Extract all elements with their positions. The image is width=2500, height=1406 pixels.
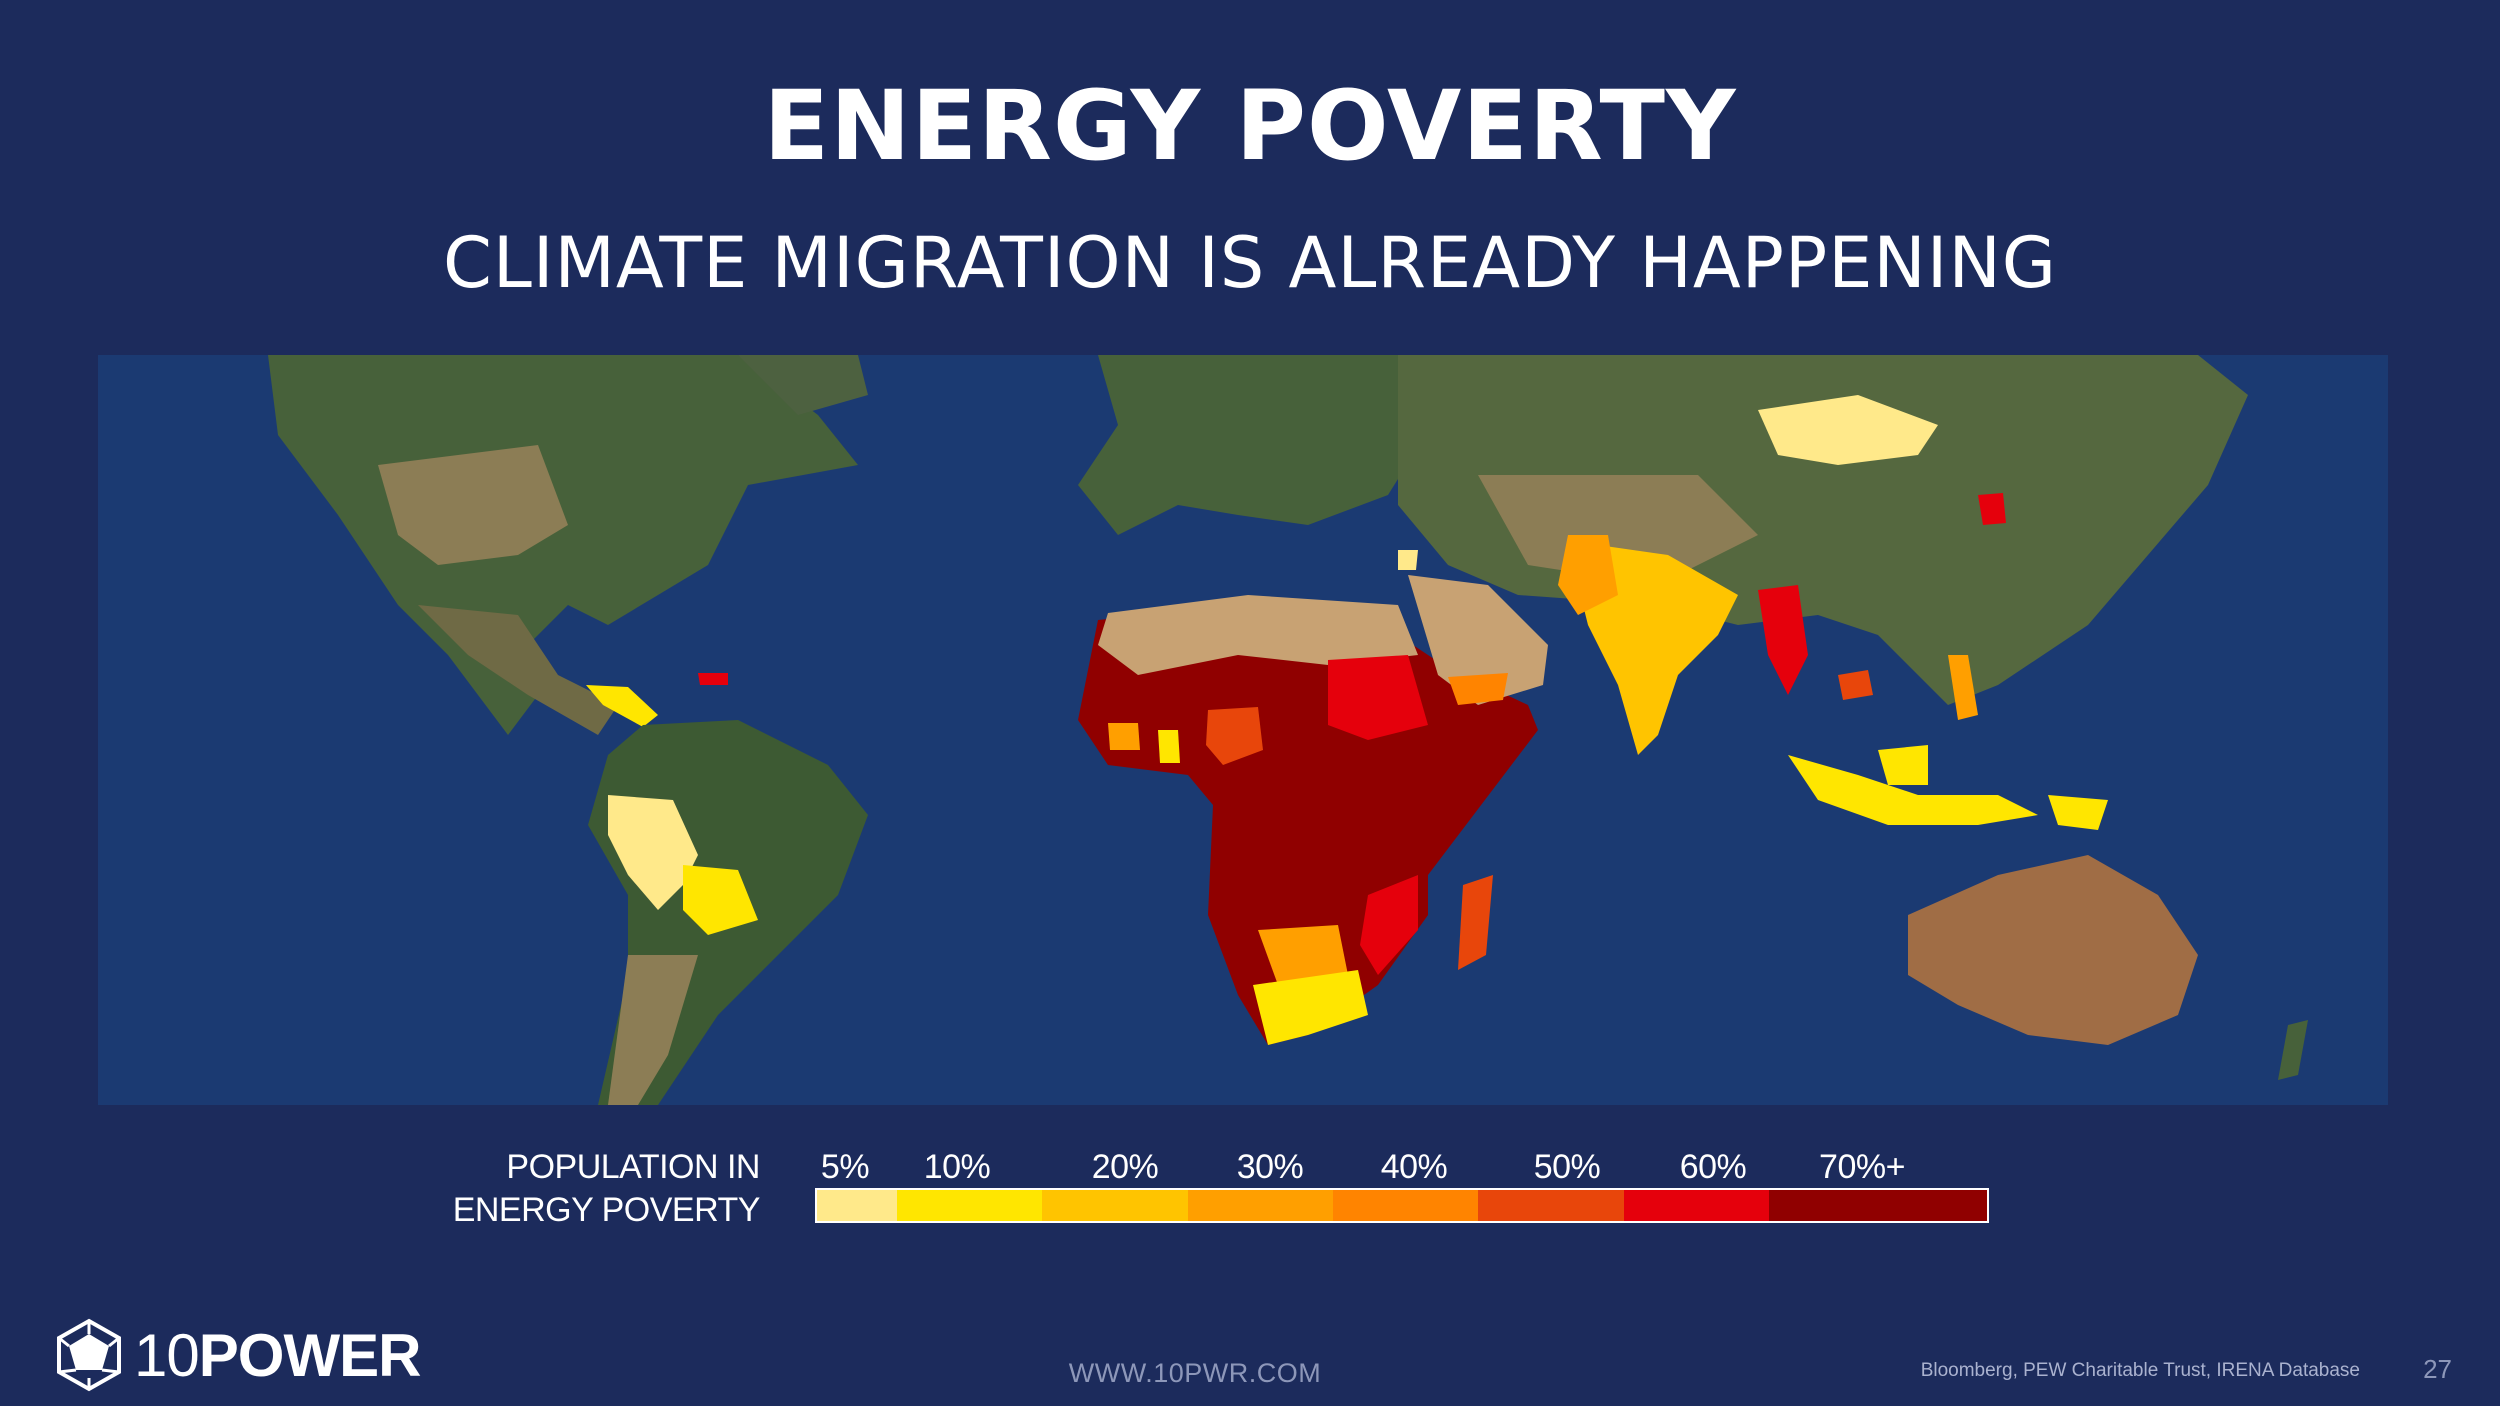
madagascar (1458, 875, 1493, 970)
pakistan (1558, 535, 1618, 615)
legend-title: POPULATION IN ENERGY POVERTY (430, 1146, 761, 1232)
world-map (98, 355, 2388, 1105)
greenland (738, 355, 868, 415)
papua (2048, 795, 2108, 830)
us-desert (378, 445, 568, 565)
company-logo[interactable]: 10POWER (52, 1318, 422, 1392)
legend-swatch-5 (817, 1190, 897, 1221)
north-korea (1978, 493, 2006, 525)
india (1578, 545, 1738, 755)
myanmar (1758, 585, 1808, 695)
peru (608, 795, 698, 910)
borneo (1878, 745, 1928, 785)
legend-label-70-plus: 70%+ (1819, 1148, 1905, 1186)
logo-word: POWER (198, 1321, 422, 1389)
legend-swatch-30 (1187, 1190, 1333, 1221)
legend-swatch-40 (1332, 1190, 1479, 1221)
legend-title-line2: ENERGY POVERTY (452, 1191, 761, 1229)
yemen (1448, 673, 1508, 705)
new-zealand (2278, 1020, 2308, 1080)
ivory-coast (1108, 723, 1140, 750)
slide-title: ENERGY POVERTY (763, 70, 1737, 182)
haiti (698, 673, 728, 685)
logo-wordmark: 10POWER (134, 1321, 422, 1390)
legend-swatch-50 (1478, 1190, 1624, 1221)
legend-swatch-70-plus (1769, 1190, 1988, 1221)
central-america (586, 685, 658, 727)
legend-label-10: 10% (923, 1148, 991, 1186)
ghana (1158, 730, 1180, 763)
legend-swatch-60 (1623, 1190, 1769, 1221)
asia (1398, 355, 2248, 705)
polyhedron-logo-icon (57, 1318, 121, 1392)
mongolia (1758, 395, 1938, 465)
legend-label-20: 20% (1091, 1148, 1159, 1186)
bolivia (683, 865, 758, 935)
legend-color-scale (815, 1188, 1989, 1223)
page-number: 27 (2423, 1354, 2452, 1384)
south-africa (1253, 970, 1368, 1045)
namibia-botswana (1258, 925, 1348, 985)
legend-swatch-20 (1042, 1190, 1188, 1221)
cambodia-laos (1838, 670, 1873, 700)
philippines (1948, 655, 1978, 720)
israel-jordan (1398, 550, 1418, 570)
central-asia-desert (1478, 475, 1758, 585)
north-america (268, 355, 858, 735)
mexico (418, 605, 618, 735)
map-svg (98, 355, 2388, 1105)
slide-subtitle: CLIMATE MIGRATION IS ALREADY HAPPENING (442, 222, 2058, 304)
nigeria (1206, 707, 1263, 765)
website-link[interactable]: WWW.10PWR.COM (1068, 1358, 1322, 1388)
logo-number: 10 (134, 1321, 200, 1389)
legend-labels: 5% 10% 20% 30% 40% 50% 60% 70%+ (0, 1148, 2500, 1188)
legend-title-line1: POPULATION IN (506, 1148, 760, 1186)
sudan (1328, 655, 1428, 740)
arabia (1408, 575, 1548, 705)
legend-label-50: 50% (1533, 1148, 1601, 1186)
legend-label-40: 40% (1380, 1148, 1448, 1186)
legend-swatch-10 (896, 1190, 1043, 1221)
europe (1078, 355, 1438, 535)
source-citation: Bloomberg, PEW Charitable Trust, IRENA D… (1920, 1360, 2360, 1381)
australia (1908, 855, 2198, 1045)
sahara (1098, 595, 1418, 675)
mozambique (1360, 875, 1418, 975)
legend-label-60: 60% (1679, 1148, 1747, 1186)
patagonia (608, 955, 698, 1105)
legend-label-30: 30% (1236, 1148, 1304, 1186)
indonesia (1788, 755, 2038, 825)
legend-label-5: 5% (820, 1148, 870, 1186)
